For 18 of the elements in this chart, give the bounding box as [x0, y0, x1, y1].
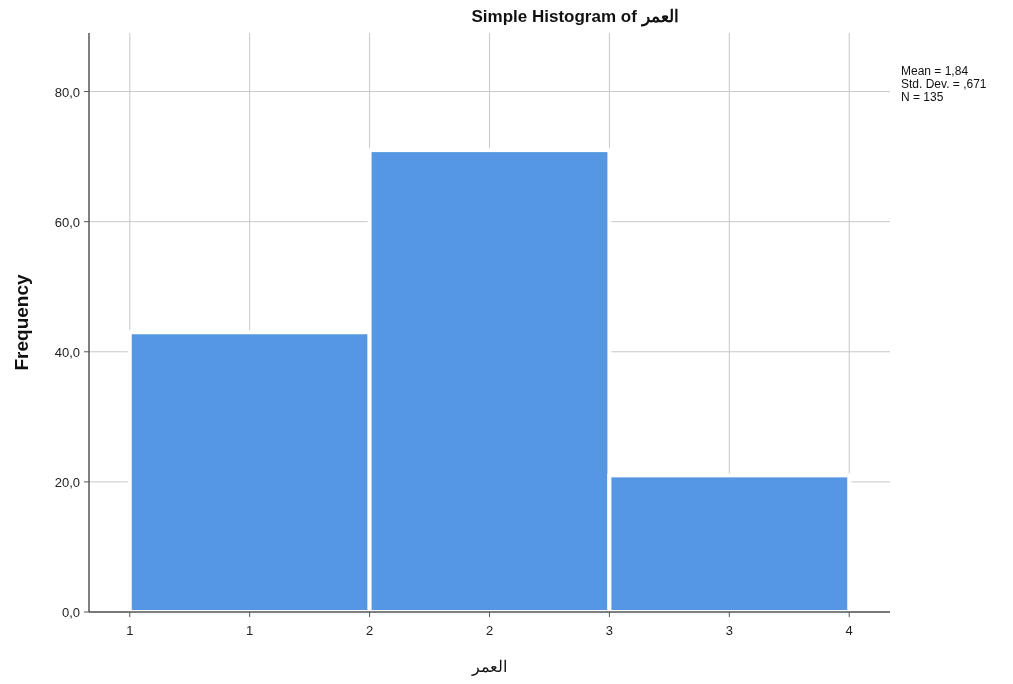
text: Std. Dev. = ,671	[901, 77, 987, 91]
y-tick-label: 80,0	[54, 84, 80, 100]
x-tick-label: 3	[605, 623, 614, 638]
x-tick-label: 3	[725, 623, 733, 638]
x-axis-title: العمر	[471, 658, 507, 676]
x-tick-label: 1	[126, 623, 134, 638]
chart-title: Simple Histogram of العمر	[471, 7, 679, 27]
text: Mean = 1,84	[901, 64, 969, 78]
x-tick-label: 4	[845, 623, 853, 638]
x-tick-label: 2	[365, 623, 374, 638]
y-tick-label: 20,0	[54, 474, 80, 490]
y-tick-label: 40,0	[54, 344, 80, 360]
text: N = 135	[901, 90, 944, 104]
y-tick-label: 60,0	[54, 214, 80, 230]
x-tick-label: 2	[485, 623, 494, 638]
y-tick-label: 0,0	[61, 605, 80, 620]
y-axis-title: Frequency	[11, 274, 32, 371]
x-tick-label: 1	[246, 623, 254, 638]
